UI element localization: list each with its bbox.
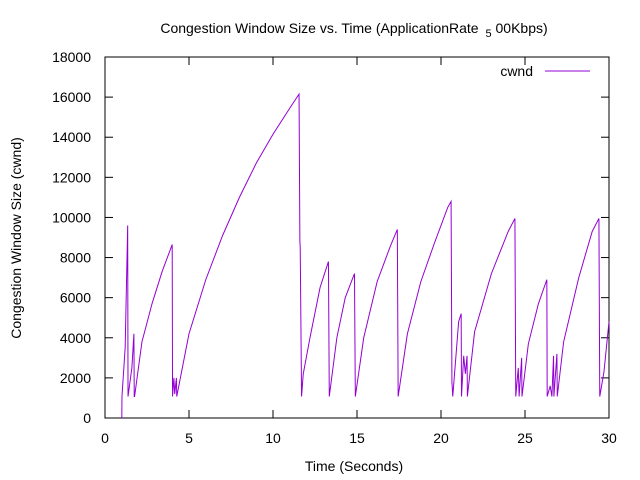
x-tick-label: 10 — [265, 430, 281, 446]
x-axis-ticks: 0 5 10 15 20 25 30 — [101, 57, 617, 446]
y-tick-label: 10000 — [52, 209, 91, 225]
y-axis-label: Congestion Window Size (cwnd) — [8, 137, 24, 339]
y-tick-label: 16000 — [52, 89, 91, 105]
y-tick-label: 0 — [83, 410, 91, 426]
x-tick-label: 0 — [101, 430, 109, 446]
chart-title-main: Congestion Window Size vs. Time (Applica… — [160, 20, 478, 36]
x-tick-label: 15 — [349, 430, 365, 446]
x-tick-label: 25 — [517, 430, 533, 446]
series-line-cwnd — [121, 92, 610, 419]
chart-title-suffix: 00Kbps) — [496, 20, 548, 36]
x-tick-label: 30 — [601, 430, 617, 446]
y-tick-label: 2000 — [60, 370, 91, 386]
plot-frame — [104, 56, 610, 419]
y-tick-label: 12000 — [52, 169, 91, 185]
y-tick-label: 8000 — [60, 250, 91, 266]
y-tick-label: 4000 — [60, 330, 91, 346]
chart-title-subscript: 5 — [485, 28, 491, 40]
x-tick-label: 20 — [433, 430, 449, 446]
plot-border — [104, 56, 610, 419]
chart-title: Congestion Window Size vs. Time (Applica… — [160, 20, 547, 40]
x-axis-label: Time (Seconds) — [305, 458, 403, 474]
legend-label-cwnd: cwnd — [500, 63, 533, 79]
legend: cwnd — [500, 63, 590, 79]
y-tick-label: 6000 — [60, 290, 91, 306]
y-tick-label: 18000 — [52, 49, 91, 65]
y-axis-ticks: 0 2000 4000 6000 8000 10000 12000 14000 16000 180… — [52, 49, 609, 426]
y-tick-label: 14000 — [52, 129, 91, 145]
x-tick-label: 5 — [185, 430, 193, 446]
series-layer — [121, 92, 610, 419]
